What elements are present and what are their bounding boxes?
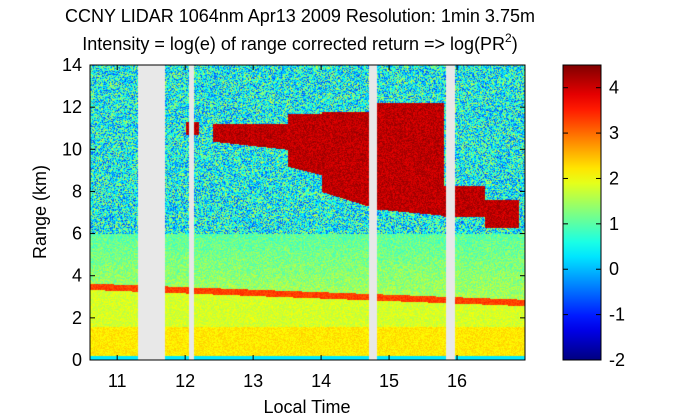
plot-area [90,65,525,360]
y-tick-label: 12 [62,97,82,117]
colorbar-tick-label: 2 [609,168,619,188]
y-tick-label: 14 [62,55,82,75]
colorbar-tick-label: 3 [609,123,619,143]
colorbar-tick-label: 0 [609,259,619,279]
colorbar-tick-label: -1 [609,305,625,325]
x-axis-label: Local Time [263,397,350,417]
x-tick-label: 15 [379,371,399,391]
x-axis: 11 12 13 14 15 16 [108,65,467,391]
x-tick-label: 14 [311,371,331,391]
y-tick-label: 0 [72,350,82,370]
colorbar-gradient [562,64,602,361]
x-tick-label: 12 [175,371,195,391]
x-tick-label: 13 [243,371,263,391]
chart-title: CCNY LIDAR 1064nm Apr13 2009 Resolution:… [65,6,535,26]
colorbar-tick-label: 1 [609,214,619,234]
y-tick-label: 10 [62,139,82,159]
y-tick-label: 6 [72,224,82,244]
chart-subtitle-suffix: ) [512,34,518,54]
y-axis: 0 2 4 6 8 10 12 14 [62,55,525,370]
colorbar: -2 -1 0 1 2 3 4 [562,64,625,370]
colorbar-tick-label: -2 [609,350,625,370]
x-tick-label: 16 [447,371,467,391]
colorbar-tick-label: 4 [609,78,619,98]
y-tick-label: 2 [72,308,82,328]
x-tick-label: 11 [108,371,127,391]
y-tick-label: 4 [72,266,82,286]
y-tick-label: 8 [72,181,82,201]
chart-subtitle: Intensity = log(e) of range corrected re… [82,31,517,54]
chart-subtitle-superscript: 2 [505,31,512,45]
plot-frame [89,64,526,361]
y-axis-label: Range (km) [30,165,50,259]
chart-subtitle-prefix: Intensity = log(e) of range corrected re… [82,34,505,54]
lidar-heatmap [90,65,525,360]
